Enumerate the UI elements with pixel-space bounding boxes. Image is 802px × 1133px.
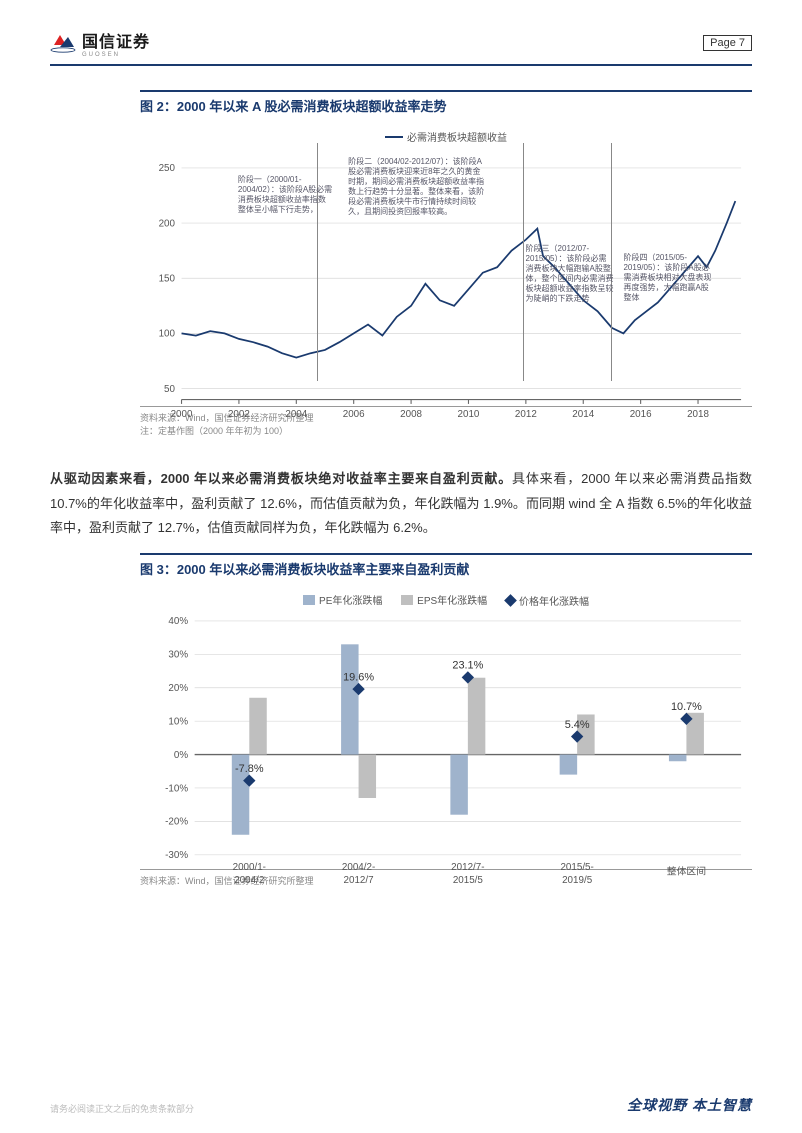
phase-divider: [523, 143, 524, 381]
figure-2-legend: 必需消费板块超额收益: [140, 129, 752, 144]
svg-text:250: 250: [159, 163, 176, 174]
chart-annotation: 阶段二（2004/02-2012/07）：该阶段A股必需消费板块迎来近8年之久的…: [348, 157, 488, 217]
svg-text:19.6%: 19.6%: [343, 671, 374, 683]
chart-annotation: 阶段四（2015/05-2019/05）：该阶段A股必需消费板块相对大盘表现再度…: [623, 253, 715, 303]
svg-text:50: 50: [164, 384, 175, 395]
footer-disclaimer: 请务必阅读正文之后的免责条款部分: [50, 1102, 194, 1115]
body-paragraph: 从驱动因素来看，2000 年以来必需消费板块绝对收益率主要来自盈利贡献。具体来看…: [50, 467, 752, 541]
svg-text:-30%: -30%: [165, 850, 188, 861]
svg-text:-10%: -10%: [165, 783, 188, 794]
svg-text:2010: 2010: [458, 409, 480, 420]
company-name: 国信证券: [82, 28, 150, 52]
figure-2-block: 图 2：2000 年以来 A 股必需消费板块超额收益率走势 必需消费板块超额收益…: [140, 90, 752, 437]
svg-text:2008: 2008: [400, 409, 422, 420]
svg-text:2015/5: 2015/5: [453, 875, 484, 886]
svg-text:2006: 2006: [343, 409, 365, 420]
svg-text:整体区间: 整体区间: [667, 864, 706, 877]
svg-text:-20%: -20%: [165, 816, 188, 827]
svg-text:20%: 20%: [168, 683, 188, 694]
svg-text:100: 100: [159, 329, 176, 340]
svg-text:2019/5: 2019/5: [562, 875, 593, 886]
logo-text-block: 国信证券 GUOSEN: [82, 28, 150, 58]
svg-text:30%: 30%: [168, 649, 188, 660]
svg-text:2004/2: 2004/2: [234, 875, 264, 886]
chart-annotation: 阶段三（2012/07-2015/05）：该阶段必需消费板块大幅跑输A股整体，整…: [526, 244, 614, 304]
svg-text:2000/1-: 2000/1-: [233, 862, 266, 873]
svg-text:2012/7-: 2012/7-: [451, 862, 484, 873]
svg-text:23.1%: 23.1%: [452, 659, 483, 671]
figure-3-title: 图 3：2000 年以来必需消费板块收益率主要来自盈利贡献: [140, 553, 752, 580]
svg-text:-7.8%: -7.8%: [235, 762, 264, 774]
svg-text:2014: 2014: [572, 409, 594, 420]
footer-slogan: 全球视野 本土智慧: [627, 1095, 752, 1115]
svg-text:2002: 2002: [228, 409, 250, 420]
figure-3-block: 图 3：2000 年以来必需消费板块收益率主要来自盈利贡献 PE年化涨跌幅 EP…: [140, 553, 752, 887]
svg-text:2004/2-: 2004/2-: [342, 862, 375, 873]
header-rule: [50, 64, 752, 66]
svg-text:2016: 2016: [630, 409, 652, 420]
svg-text:2004: 2004: [285, 409, 307, 420]
svg-text:10.7%: 10.7%: [671, 701, 702, 713]
page-number: Page 7: [703, 35, 752, 51]
svg-text:200: 200: [159, 218, 176, 229]
body-lead: 从驱动因素来看，2000 年以来必需消费板块绝对收益率主要来自盈利贡献。: [50, 471, 512, 486]
page-footer: 请务必阅读正文之后的免责条款部分 全球视野 本土智慧: [50, 1095, 752, 1115]
chart-annotation: 阶段一（2000/01-2004/02）：该阶段A股必需消费板块超额收益率指数整…: [238, 175, 333, 215]
svg-text:2018: 2018: [687, 409, 709, 420]
svg-text:10%: 10%: [168, 716, 188, 727]
svg-text:40%: 40%: [168, 616, 188, 627]
company-logo: 国信证券 GUOSEN: [50, 28, 150, 58]
svg-text:0%: 0%: [174, 749, 188, 760]
svg-text:2015/5-: 2015/5-: [560, 862, 593, 873]
logo-icon: [50, 33, 76, 53]
figure-3-legend: PE年化涨跌幅 EPS年化涨跌幅 价格年化涨跌幅: [140, 592, 752, 608]
figure-3-chart: PE年化涨跌幅 EPS年化涨跌幅 价格年化涨跌幅 -30% -20% -10% 0% 1…: [140, 580, 752, 870]
svg-text:5.4%: 5.4%: [565, 718, 590, 730]
svg-text:150: 150: [159, 274, 176, 285]
svg-text:2000: 2000: [171, 409, 193, 420]
bar-chart-svg: -30% -20% -10% 0% 10% 20% 30% 40% -7.8% 2000/1- 20…: [140, 610, 752, 894]
logo-subtext: GUOSEN: [82, 52, 150, 58]
svg-text:2012/7: 2012/7: [344, 875, 374, 886]
page-header: 国信证券 GUOSEN Page 7: [50, 28, 752, 58]
figure-2-title: 图 2：2000 年以来 A 股必需消费板块超额收益率走势: [140, 90, 752, 117]
figure-2-chart: 必需消费板块超额收益 50100150200250200020022004200…: [140, 117, 752, 407]
svg-text:2012: 2012: [515, 409, 537, 420]
